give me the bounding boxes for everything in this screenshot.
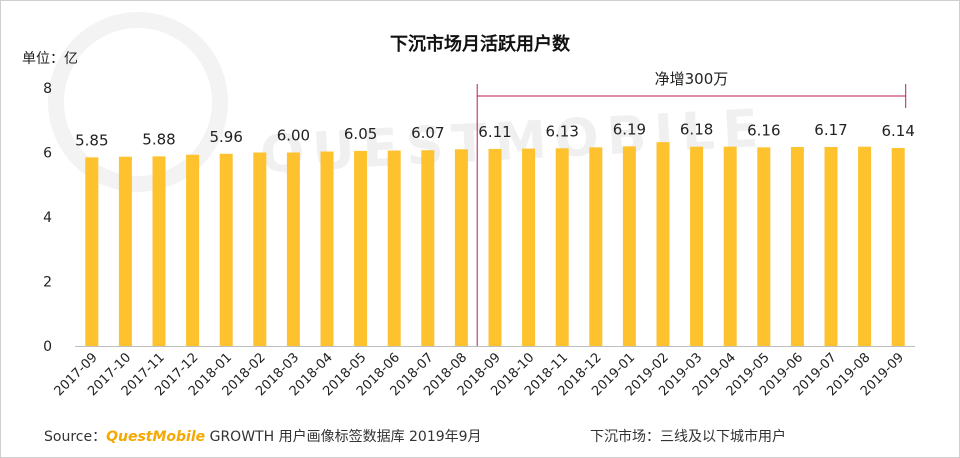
data-label-2017-09: 5.85	[75, 131, 108, 149]
bar-2019-03	[690, 146, 704, 346]
data-label-2018-03: 6.00	[277, 127, 310, 145]
bar-2018-07	[421, 150, 435, 346]
data-label-2018-11: 6.13	[545, 122, 578, 140]
source-rest: GROWTH 用户画像标签数据库 2019年9月	[205, 429, 482, 445]
data-label-2019-05: 6.16	[747, 121, 780, 139]
source-prefix: Source：	[44, 429, 107, 445]
y-tick-label: 2	[43, 275, 52, 291]
data-label-2018-01: 5.96	[209, 128, 242, 146]
y-tick-label: 0	[43, 339, 52, 355]
bar-2018-06	[387, 150, 401, 346]
bar-2019-05	[757, 147, 771, 346]
bar-2018-02	[253, 152, 267, 346]
bar-2018-01	[219, 153, 233, 346]
y-tick-label: 4	[43, 210, 52, 226]
bar-2017-10	[118, 156, 132, 346]
data-label-2018-07: 6.07	[411, 124, 444, 142]
data-label-2018-05: 6.05	[344, 125, 377, 143]
bar-2019-04	[723, 146, 737, 346]
bar-2018-10	[522, 148, 536, 346]
bar-2018-11	[555, 148, 569, 346]
bar-2019-02	[656, 142, 670, 346]
unit-label: 单位：亿	[22, 51, 78, 67]
source-line: Source：QuestMobile GROWTH 用户画像标签数据库 2019…	[44, 426, 482, 446]
bar-2019-06	[790, 147, 804, 346]
bar-2019-07	[824, 147, 838, 346]
footnote: 下沉市场：三线及以下城市用户	[590, 429, 786, 445]
data-label-2019-07: 6.17	[814, 121, 847, 139]
chart-title: 下沉市场月活跃用户数	[390, 34, 570, 55]
source-brand: QuestMobile	[106, 429, 206, 445]
bar-2019-08	[858, 146, 872, 346]
bar-2017-11	[152, 156, 166, 346]
y-tick-label: 6	[43, 146, 52, 162]
bar-2018-09	[488, 148, 502, 346]
bar-2018-05	[354, 150, 368, 346]
data-label-2019-01: 6.19	[613, 120, 646, 138]
bar-2018-12	[589, 147, 603, 346]
bar-2018-03	[286, 152, 300, 346]
annotation-label: 净增300万	[655, 70, 729, 88]
bar-2018-08	[454, 149, 468, 346]
data-label-2017-11: 5.88	[142, 130, 175, 148]
bar-2017-12	[186, 154, 200, 346]
bar-2019-01	[622, 146, 636, 346]
bar-2019-09	[891, 147, 905, 346]
data-label-2019-09: 6.14	[881, 122, 914, 140]
data-label-2018-09: 6.11	[478, 123, 511, 141]
data-label-2019-03: 6.18	[680, 121, 713, 139]
y-tick-label: 8	[43, 81, 52, 97]
bar-2017-09	[85, 157, 99, 346]
bar-2018-04	[320, 151, 334, 346]
